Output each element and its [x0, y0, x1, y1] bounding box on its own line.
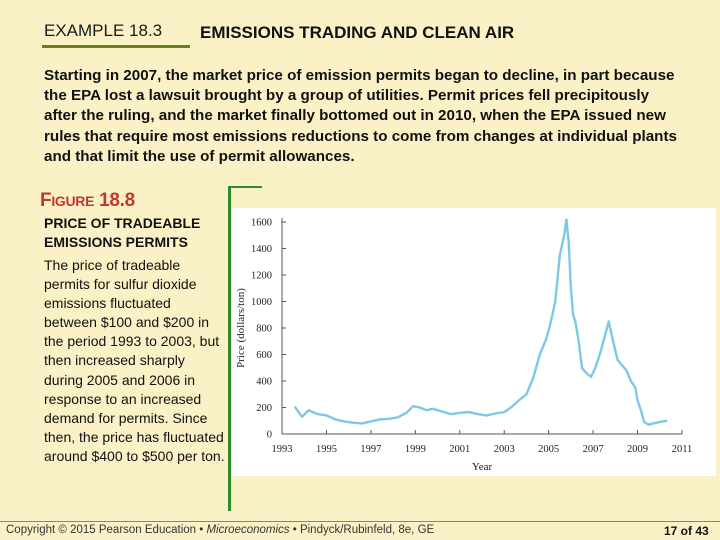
- y-tick-label: 1200: [251, 271, 272, 282]
- x-tick-label: 2001: [449, 444, 470, 455]
- x-tick-label: 1993: [272, 444, 293, 455]
- price-series-line: [294, 218, 668, 426]
- example-underline: [42, 45, 190, 48]
- footer-authors: • Pindyck/Rubinfeld, 8e, GE: [289, 524, 435, 536]
- x-tick-label: 2003: [494, 444, 515, 455]
- y-tick-label: 0: [267, 430, 272, 441]
- intro-paragraph: Starting in 2007, the market price of em…: [44, 67, 677, 165]
- figure-number: 18.8: [99, 190, 135, 211]
- example-label: EXAMPLE 18.3: [44, 21, 163, 40]
- x-tick-label: 2005: [538, 444, 559, 455]
- y-tick-label: 200: [256, 403, 272, 414]
- page-number: 17 of 43: [664, 524, 709, 538]
- slide-title-row: EXAMPLE 18.3 EMISSIONS TRADING AND CLEAN…: [42, 21, 704, 48]
- y-tick-label: 600: [256, 350, 272, 361]
- footer-copyright: Copyright © 2015 Pearson Education • Mic…: [6, 524, 434, 536]
- y-tick-label: 1600: [251, 218, 272, 229]
- x-tick-label: 1995: [316, 444, 337, 455]
- y-tick-label: 1000: [251, 297, 272, 308]
- figure-label-small: IGURE: [51, 193, 95, 209]
- x-tick-label: 2009: [627, 444, 648, 455]
- footer-book-title: Microeconomics: [206, 524, 290, 536]
- y-tick-label: 400: [256, 377, 272, 388]
- x-tick-label: 1997: [360, 444, 381, 455]
- x-axis-label: Year: [472, 461, 493, 473]
- figure-divider: [228, 186, 231, 511]
- figure-caption: The price of tradeable permits for sulfu…: [44, 257, 225, 464]
- example-title: EMISSIONS TRADING AND CLEAN AIR: [200, 23, 515, 42]
- figure-divider-top: [228, 186, 262, 188]
- y-tick-label: 800: [256, 324, 272, 335]
- figure-label-prefix: F: [40, 190, 52, 211]
- y-axis-label: Price (dollars/ton): [235, 288, 247, 368]
- footer-copyright-text: Copyright © 2015 Pearson Education •: [6, 524, 207, 536]
- y-tick-label: 1400: [251, 244, 272, 255]
- chart-panel: 0 200 400 600 800 1000 1200 1400 1600 1993 1995 199…: [232, 208, 716, 476]
- x-tick-label: 2007: [583, 444, 604, 455]
- x-tick-label: 1999: [405, 444, 426, 455]
- footer-divider: [0, 521, 720, 522]
- price-chart: 0 200 400 600 800 1000 1200 1400 1600 1993 1995 199…: [235, 218, 693, 474]
- x-tick-label: 2011: [672, 444, 693, 455]
- figure-title: PRICE OF TRADEABLE EMISSIONS PERMITS: [44, 215, 201, 250]
- figure-label: FIGURE 18.8: [40, 190, 135, 212]
